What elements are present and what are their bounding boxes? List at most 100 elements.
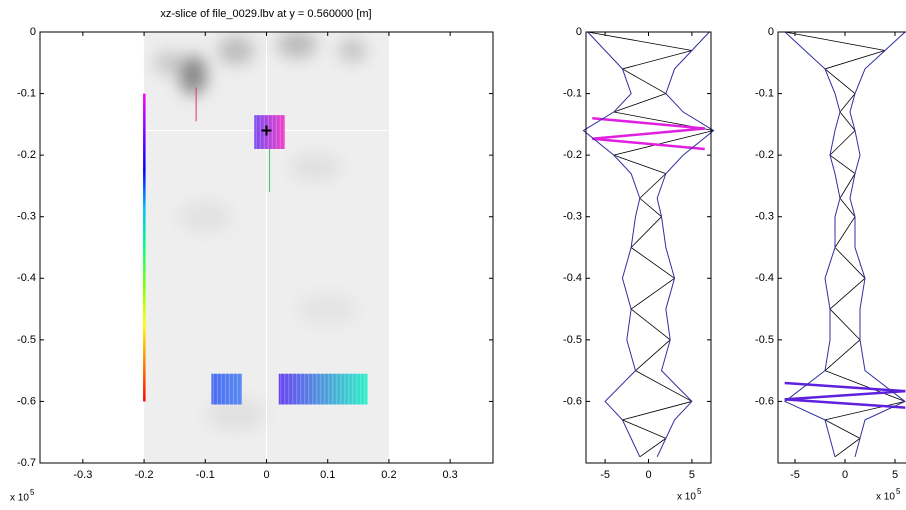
wiggle xyxy=(829,154,856,174)
y-tick-label: 0 xyxy=(576,26,582,38)
wiggle xyxy=(839,173,856,199)
y-tick-label: -0.2 xyxy=(755,149,774,161)
y-tick-label: -0.1 xyxy=(17,87,36,99)
chart-title: xz-slice of file_0029.lbv at y = 0.56000… xyxy=(160,8,371,20)
highlight-wiggle xyxy=(784,398,906,409)
wiggle xyxy=(829,308,861,341)
y-tick-label: 0 xyxy=(30,26,36,38)
region xyxy=(254,115,285,149)
wiggle xyxy=(622,401,693,421)
wiggle xyxy=(639,197,662,218)
x-tick-label: -0.2 xyxy=(135,469,154,481)
wiggle xyxy=(635,339,671,371)
x-tick-label: -5 xyxy=(790,469,800,481)
x-tick-label: 5 xyxy=(892,469,898,481)
highlight-wiggle xyxy=(592,137,705,151)
wiggle xyxy=(824,339,861,371)
x-exponent: 5 xyxy=(697,487,702,496)
colorbar xyxy=(143,93,146,402)
plot-area: -5 0 50-0.1-0.2-0.3-0.4-0.5-0.6x 105 xyxy=(563,26,715,503)
plot-area: -0.3 -0.2 -0.1 0 0.1 0.2 0.3 0 -0.1 -0.2 -0.3 -0.4 -… xyxy=(10,26,494,504)
y-tick-label: -0.4 xyxy=(755,272,774,284)
y-tick-label: -0.6 xyxy=(755,395,774,407)
wiggle xyxy=(630,277,675,310)
wiggle xyxy=(630,247,675,279)
y-tick-label: -0.4 xyxy=(17,272,36,284)
y-tick-label: -0.2 xyxy=(563,149,582,161)
highlight-wiggle xyxy=(592,127,705,140)
wiggle xyxy=(622,419,667,439)
y-tick-label: -0.3 xyxy=(563,211,582,223)
wiggle xyxy=(622,68,667,94)
y-tick-label: -0.3 xyxy=(17,211,36,223)
wiggle xyxy=(829,130,856,156)
highlight-wiggle xyxy=(592,116,705,130)
wiggle xyxy=(839,197,856,217)
wiggle xyxy=(829,277,866,310)
x-exponent: 5 xyxy=(30,488,35,497)
x-tick-label: 5 xyxy=(689,469,695,481)
texture-blob xyxy=(277,32,318,59)
x-tick-label: -5 xyxy=(600,469,610,481)
texture-blob xyxy=(217,36,254,65)
y-tick-label: -0.7 xyxy=(17,457,36,469)
wiggle xyxy=(824,370,906,402)
wiggle xyxy=(824,50,886,70)
wiggle xyxy=(824,419,861,439)
x-tick-label: -0.1 xyxy=(196,469,215,481)
region xyxy=(211,373,243,405)
highlight-wiggle xyxy=(784,381,906,393)
x-tick-label: 0.1 xyxy=(320,469,335,481)
wiggle xyxy=(613,154,666,174)
y-tick-label: -0.5 xyxy=(755,334,774,346)
y-tick-label: -0.5 xyxy=(563,334,582,346)
y-tick-label: -0.6 xyxy=(563,395,582,407)
wiggle xyxy=(834,247,866,279)
x-exponent-label: x 10 xyxy=(10,493,29,504)
wiggle xyxy=(630,308,671,341)
envelope-left xyxy=(582,31,641,458)
image-texture xyxy=(154,32,367,430)
wiggle xyxy=(839,111,856,131)
wiggle xyxy=(613,93,666,113)
texture-blob xyxy=(154,50,183,75)
x-tick-label: 0 xyxy=(645,469,651,481)
cursor-marker xyxy=(261,125,272,136)
x-tick-label: 0.2 xyxy=(381,469,396,481)
wiggle xyxy=(639,438,667,458)
wiggle xyxy=(635,370,693,402)
envelope-right xyxy=(656,31,715,458)
y-tick-label: -0.1 xyxy=(563,87,582,99)
region xyxy=(278,373,368,405)
wiggle xyxy=(834,438,861,458)
texture-blob xyxy=(289,153,342,182)
x-tick-label: 0 xyxy=(263,469,269,481)
y-tick-label: -0.2 xyxy=(17,149,36,161)
wiggle xyxy=(834,216,856,248)
texture-blob xyxy=(179,55,208,96)
y-tick-label: -0.6 xyxy=(17,395,36,407)
x-exponent-label: x 10 xyxy=(876,492,895,503)
texture-blob xyxy=(205,397,266,430)
wiggle xyxy=(839,93,856,113)
texture-blob xyxy=(179,200,232,233)
wiggle xyxy=(784,31,886,51)
plot-area: -5 0 50-0.1-0.2-0.3-0.4-0.5-0.6x 105 xyxy=(755,26,906,503)
y-tick-label: -0.4 xyxy=(563,272,582,284)
highlight-wiggle xyxy=(784,389,906,401)
envelope-right xyxy=(849,31,906,457)
x-tick-label: 0.3 xyxy=(443,469,458,481)
y-tick-label: -0.3 xyxy=(755,211,774,223)
wiggle xyxy=(630,216,662,248)
y-tick-label: 0 xyxy=(768,26,774,38)
wiggle xyxy=(622,50,693,70)
texture-blob xyxy=(297,293,358,326)
envelope-left xyxy=(784,31,841,457)
wiggle xyxy=(613,130,714,156)
wiggle xyxy=(824,401,906,421)
y-tick-label: -0.5 xyxy=(17,334,36,346)
x-exponent-label: x 10 xyxy=(677,492,696,503)
texture-blob xyxy=(338,38,367,63)
